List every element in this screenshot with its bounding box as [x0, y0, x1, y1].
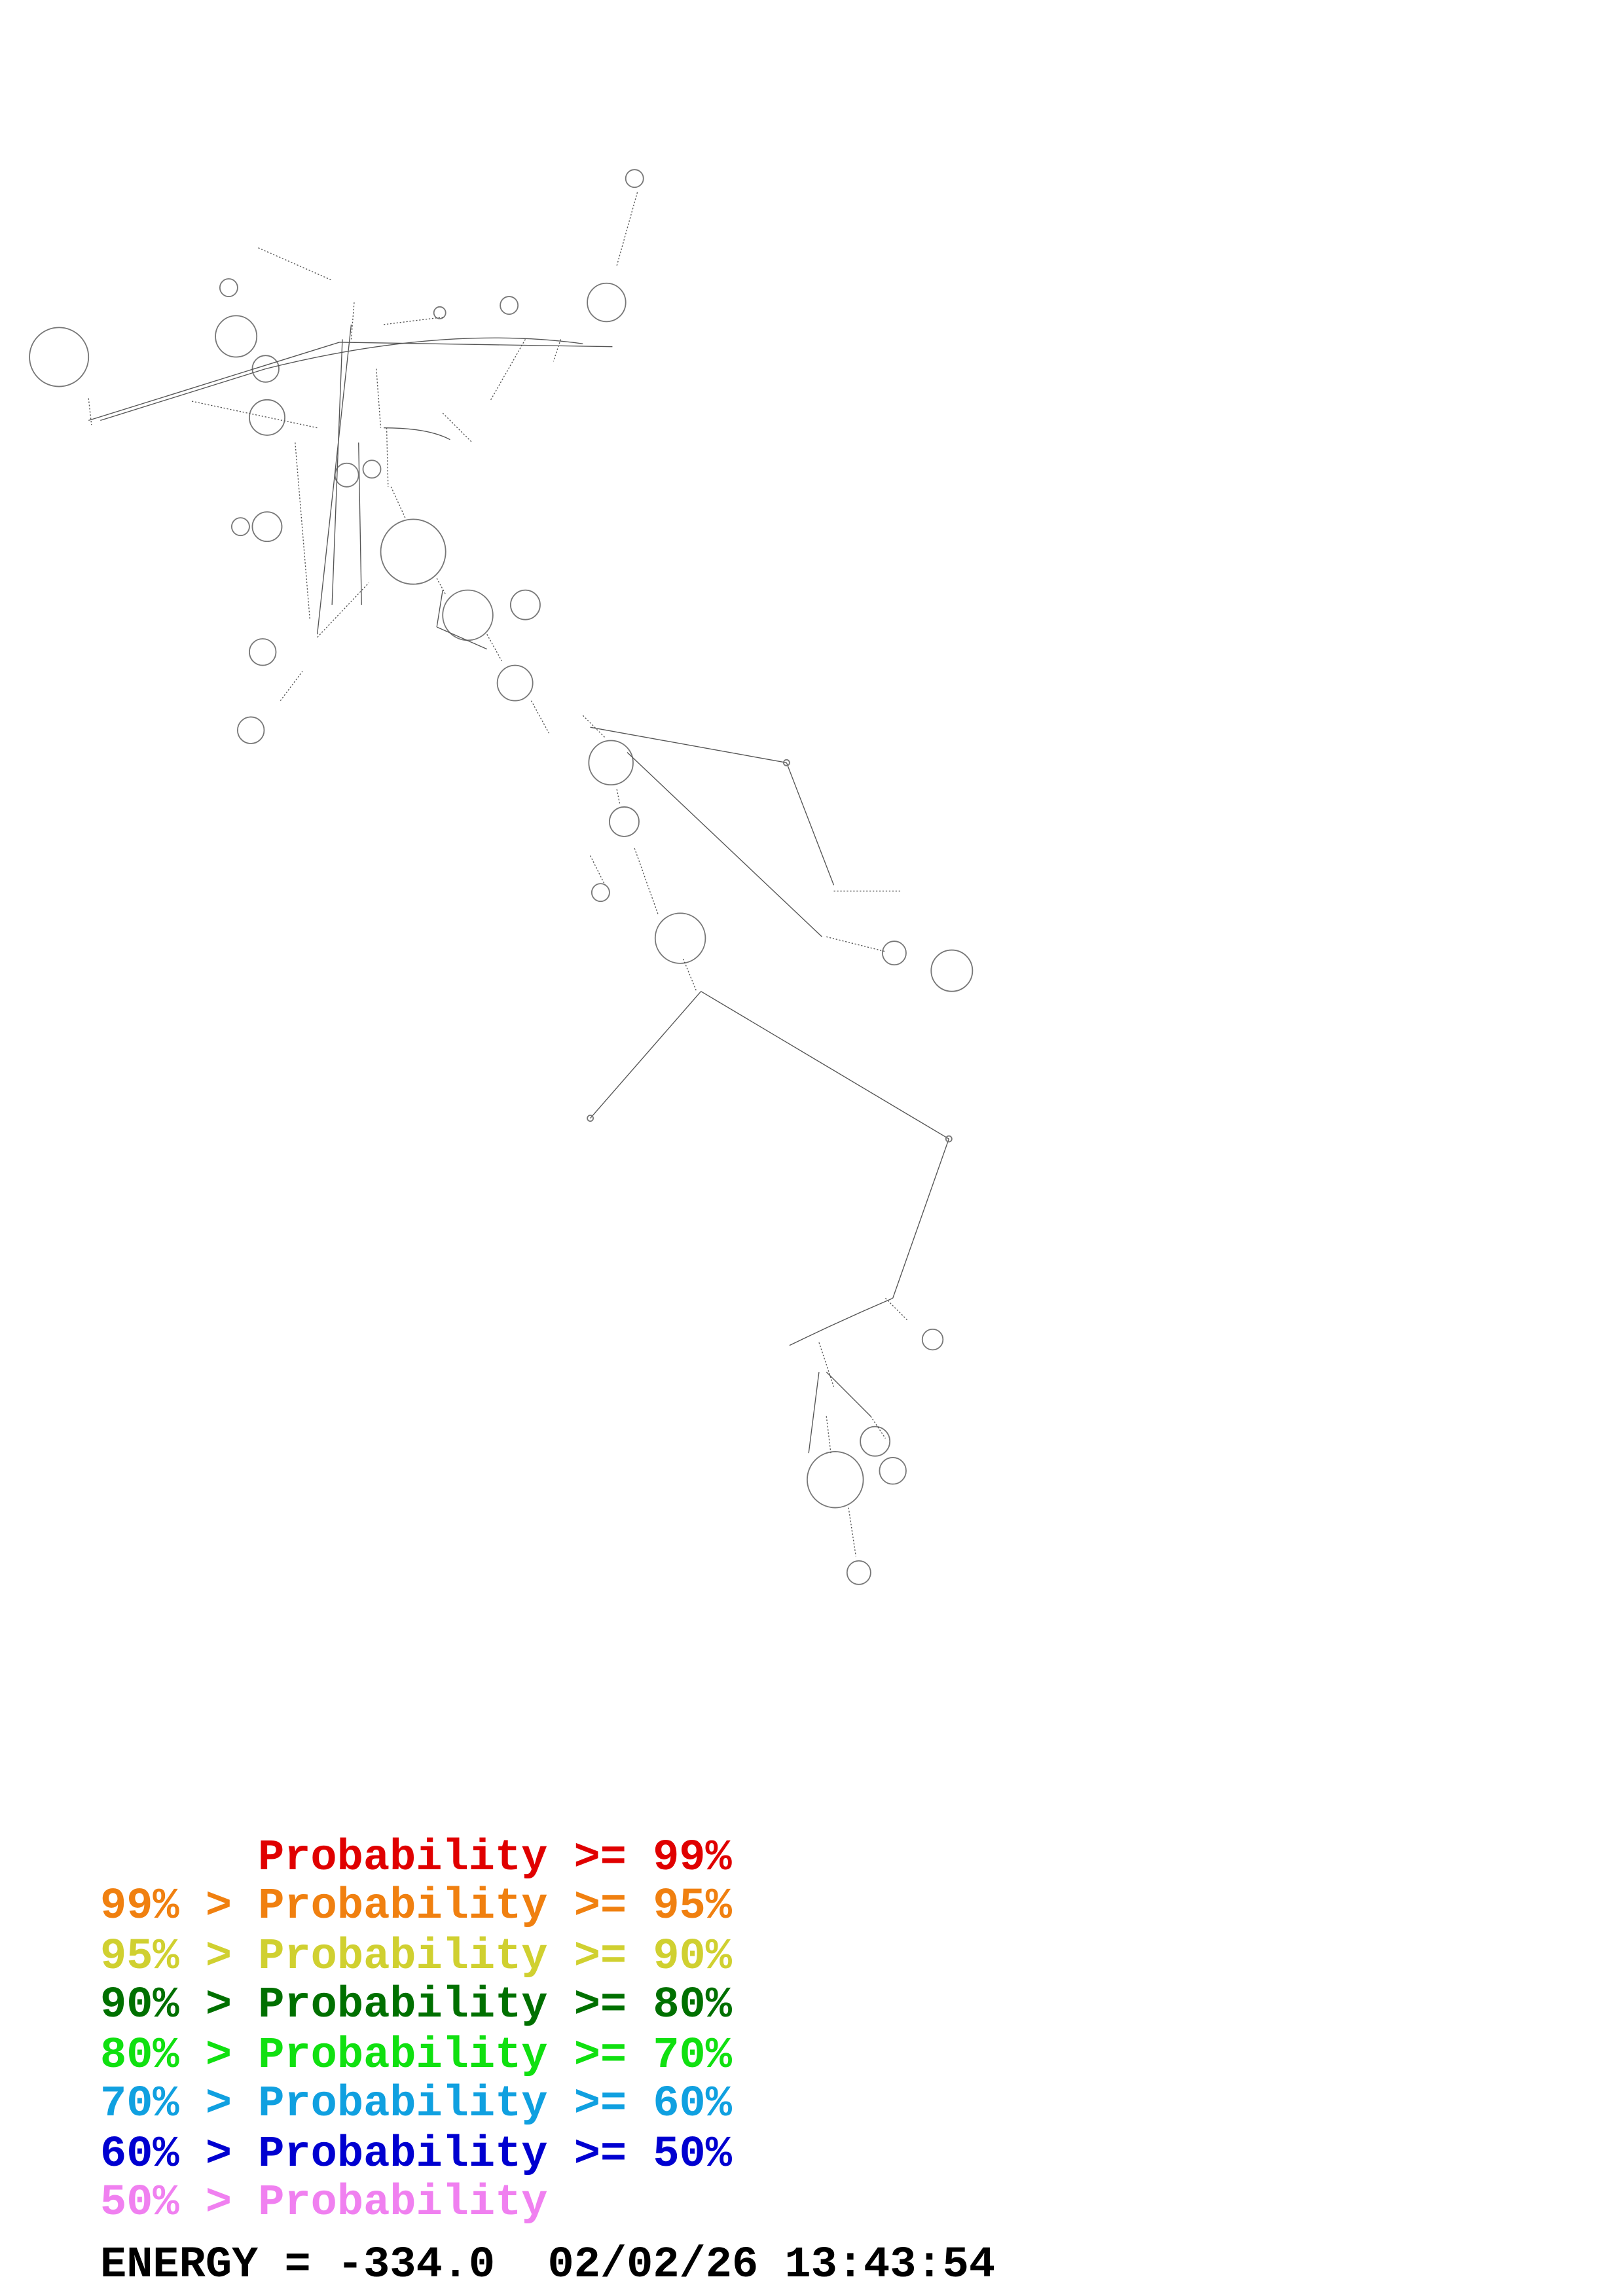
legend-entry: 80% > Probability >= 70%: [100, 2031, 733, 2081]
rna-structure: [29, 169, 974, 1585]
legend-entry: 70% > Probability >= 60%: [100, 2079, 733, 2129]
energy-line: ENERGY = -334.0 02/02/26 13:43:54: [100, 2240, 995, 2290]
legend-entry: 90% > Probability >= 80%: [100, 1981, 733, 2030]
legend-entry: 50% > Probability: [100, 2178, 548, 2228]
legend-entry: Probability >= 99%: [258, 1833, 733, 1883]
legend-entry: 60% > Probability >= 50%: [100, 2130, 733, 2179]
legend-entry: 99% > Probability >= 95%: [100, 1882, 733, 1931]
legend-entry: 95% > Probability >= 90%: [100, 1932, 733, 1982]
legend: Probability >= 99% 99% > Probability >= …: [100, 1833, 733, 2228]
